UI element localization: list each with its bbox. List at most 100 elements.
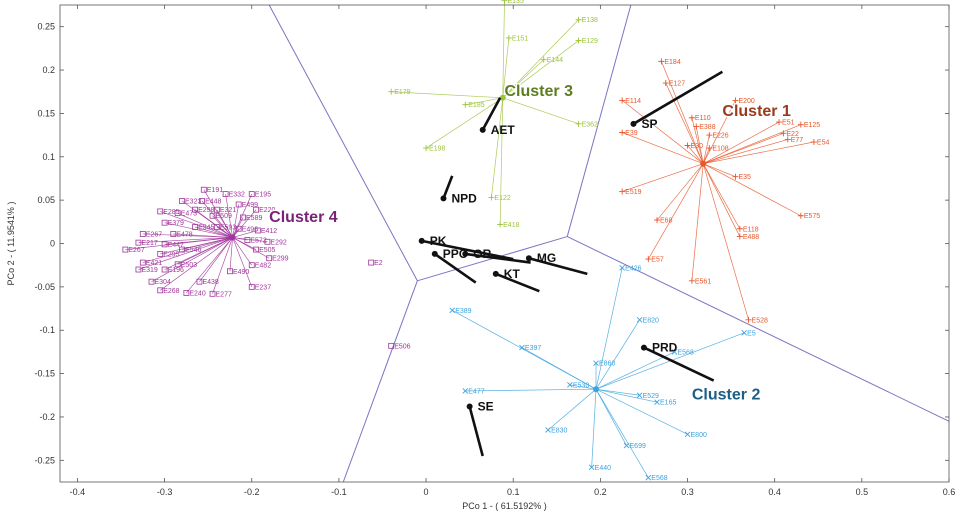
variable-label: SP [641,117,657,131]
data-point-label: E379 [168,220,184,227]
x-tick-label: -0.2 [244,487,260,497]
data-point-marker [135,239,142,246]
variable-vector [468,406,484,457]
cluster-spoke [569,384,597,390]
cluster-spoke [703,163,736,178]
variable-vector [643,346,715,382]
variable-label: AET [491,123,516,137]
data-point-marker [213,206,220,213]
cluster-spoke [595,388,640,396]
data-point-marker [423,145,430,152]
data-point-marker [368,259,375,266]
cluster-spoke [232,209,257,238]
variable-vector [434,252,477,284]
cluster-spoke [591,389,597,468]
data-point-marker [776,119,783,126]
cluster-spoke [687,145,704,164]
cluster-spoke [212,237,233,294]
cluster-spoke [232,237,253,266]
data-point-label: E285 [163,209,179,216]
y-tick-label: -0.15 [34,369,55,379]
variable-vector [632,70,724,125]
data-point-marker [254,227,261,234]
data-point-label: E267 [146,231,162,238]
data-point-label: E440 [595,465,611,472]
voronoi-edge [567,236,950,422]
data-point-label: E35 [738,174,751,181]
data-point-marker [780,130,787,137]
data-point-label: E217 [141,240,157,247]
variable-label: KT [504,267,521,281]
data-point-label: E478 [176,231,192,238]
cluster-spoke [391,91,503,99]
voronoi-edge [342,280,418,483]
cluster-spoke [595,267,623,390]
data-point-label: E473 [181,211,197,218]
variable-label: PRD [652,341,678,355]
cluster-spoke [502,19,579,99]
cluster-spoke [232,193,253,238]
cluster-centroid [229,234,236,241]
cluster-spoke [695,126,704,164]
cluster-spoke [703,163,801,217]
data-point-marker [732,173,739,180]
data-point-marker [567,382,573,388]
data-point-marker [209,290,216,297]
cluster-spoke [703,133,784,165]
data-point-label: E267 [128,247,144,254]
data-point-marker [248,262,255,269]
cluster-spoke [595,319,640,390]
data-point-label: E298 [198,207,214,214]
data-point-marker [575,120,582,127]
variable-label: MG [537,251,556,265]
data-point-marker [797,212,804,219]
data-point-marker [139,259,146,266]
data-point-label: E529 [643,393,659,400]
data-point-marker [253,246,260,253]
cluster-spoke [702,100,736,164]
data-point-marker [784,136,791,143]
cluster-labels: Cluster 1 Cluster 2 Cluster 3 Cluster 4 [268,82,792,405]
data-point-label: E830 [551,427,567,434]
cluster-spoke [201,200,233,238]
data-point-marker [645,256,652,263]
data-point-label: E127 [669,81,685,88]
cluster-spoke [199,237,233,282]
data-point-marker [388,342,395,349]
cluster-spoke [595,389,627,446]
data-point-marker [192,206,198,213]
variable-label: OR [473,247,491,261]
cluster-spoke [622,132,704,165]
data-point-label: E114 [625,98,641,105]
data-point-marker [636,392,643,399]
data-point-marker [179,246,185,253]
data-point-marker [575,16,582,23]
data-point-marker [688,114,695,121]
cluster-spoke [691,117,704,164]
y-tick-label: 0.25 [37,22,55,32]
data-point-marker [157,251,164,257]
data-point-label: E509 [216,213,232,220]
data-point-marker [636,317,643,323]
variable-origin [630,120,637,127]
cluster-spoke [142,237,233,263]
data-point-marker [736,233,743,240]
data-point-label: E165 [660,400,676,407]
cluster-spoke [648,163,704,260]
data-point-marker [179,198,185,204]
data-point-marker [209,212,216,219]
data-point-marker [161,219,168,226]
data-point-marker [645,474,652,481]
data-point-marker [183,290,190,296]
cluster-spoke [232,237,253,287]
data-point-marker [545,427,551,433]
cluster-spoke [595,351,675,390]
data-point-marker [658,58,665,65]
data-point-label: E39 [625,130,638,137]
data-point-label: E292 [270,239,286,246]
cluster-spoke [665,82,704,164]
cluster-spoke [702,163,741,229]
data-point-marker [540,56,547,63]
data-point-marker [248,191,255,197]
data-point-label: E268 [163,288,179,295]
